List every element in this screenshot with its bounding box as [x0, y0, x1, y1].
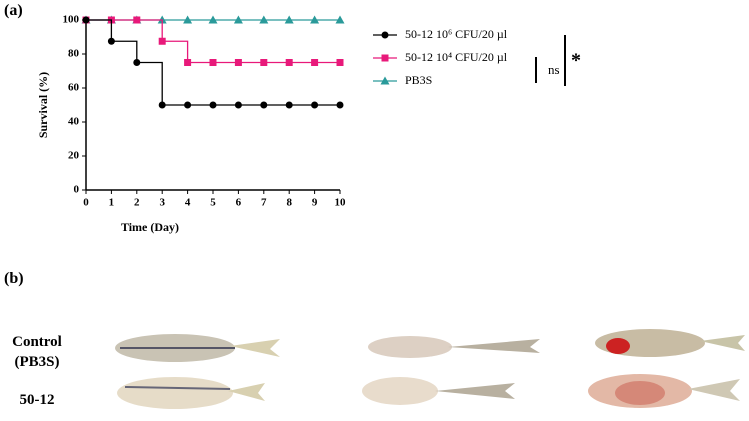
x-tick-label: 1 — [109, 197, 115, 209]
annotation: * — [571, 50, 581, 72]
marker — [133, 16, 141, 24]
y-tick-label: 80 — [68, 48, 80, 60]
marker — [133, 59, 141, 66]
marker — [234, 101, 242, 109]
marker — [260, 59, 268, 66]
marker — [209, 101, 217, 109]
y-tick-label: 100 — [63, 14, 80, 26]
y-tick-label: 40 — [68, 116, 80, 128]
marker — [209, 59, 217, 66]
row-label: 50-12 — [19, 392, 55, 408]
step-line — [86, 19, 340, 106]
marker — [234, 59, 242, 66]
marker — [310, 15, 320, 24]
x-tick-label: 6 — [236, 197, 242, 209]
x-tick-label: 5 — [210, 197, 216, 209]
row-label: Control (PB3S) — [12, 334, 62, 370]
panel-label: (a) — [4, 2, 23, 19]
legend-label: 50-12 10⁶ CFU/20 µl — [405, 27, 508, 41]
legend-label: PB3S — [405, 73, 432, 87]
marker — [260, 101, 268, 109]
x-tick-label: 10 — [335, 197, 347, 209]
marker — [259, 15, 269, 24]
fish — [115, 329, 745, 409]
x-tick-label: 8 — [286, 197, 292, 209]
marker — [233, 15, 243, 24]
x-tick-label: 7 — [261, 197, 267, 209]
x-tick-label: 0 — [83, 197, 89, 209]
x-tick-label: 3 — [159, 197, 165, 209]
chart: Time (Day) Survival (%) ns * 02040608010… — [36, 14, 581, 234]
x-axis-label: Time (Day) — [121, 220, 179, 234]
marker — [208, 15, 218, 24]
panel-label: (b) — [4, 270, 24, 287]
legend-label: 50-12 10⁴ CFU/20 µl — [405, 50, 508, 64]
marker — [184, 59, 192, 66]
marker — [158, 37, 166, 45]
marker — [381, 54, 389, 62]
y-tick-label: 60 — [68, 82, 80, 94]
y-tick-label: 20 — [68, 150, 80, 162]
y-tick-label: 0 — [74, 184, 80, 196]
marker — [107, 37, 115, 45]
x-tick-label: 4 — [185, 197, 191, 209]
marker — [285, 59, 293, 66]
marker — [336, 101, 344, 109]
marker — [311, 59, 319, 66]
marker — [82, 16, 90, 24]
marker — [381, 31, 389, 39]
marker — [336, 59, 344, 66]
marker — [284, 15, 294, 24]
marker — [380, 76, 390, 85]
photos — [115, 329, 745, 409]
marker — [311, 101, 319, 109]
y-axis-label: Survival (%) — [36, 72, 50, 138]
marker — [158, 101, 166, 109]
marker — [183, 15, 193, 24]
marker — [335, 15, 345, 24]
marker — [285, 101, 293, 109]
marker — [184, 101, 192, 109]
x-tick-label: 2 — [134, 197, 140, 209]
x-tick-label: 9 — [312, 197, 318, 209]
annotation: ns — [548, 62, 560, 77]
